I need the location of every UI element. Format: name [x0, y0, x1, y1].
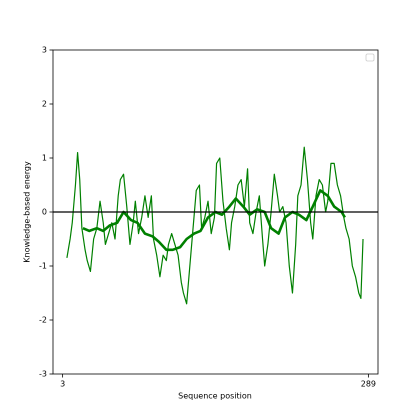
energy-line — [66, 146, 364, 305]
legend-box — [365, 53, 375, 62]
x-tick-label: 289 — [361, 380, 376, 389]
y-axis-label: Knowledge-based energy — [23, 161, 32, 263]
y-tick-label: 2 — [42, 100, 47, 109]
y-tick-label: -2 — [39, 316, 47, 325]
y-tick-label: 1 — [42, 154, 47, 163]
x-tick-label: 3 — [60, 380, 65, 389]
plot-frame — [52, 49, 379, 375]
y-tick-label: -1 — [39, 262, 47, 271]
x-axis-label: Sequence position — [178, 392, 252, 401]
y-tick-label: 3 — [42, 46, 47, 55]
y-tick-label: -3 — [39, 370, 47, 379]
y-tick-label: 0 — [42, 208, 47, 217]
